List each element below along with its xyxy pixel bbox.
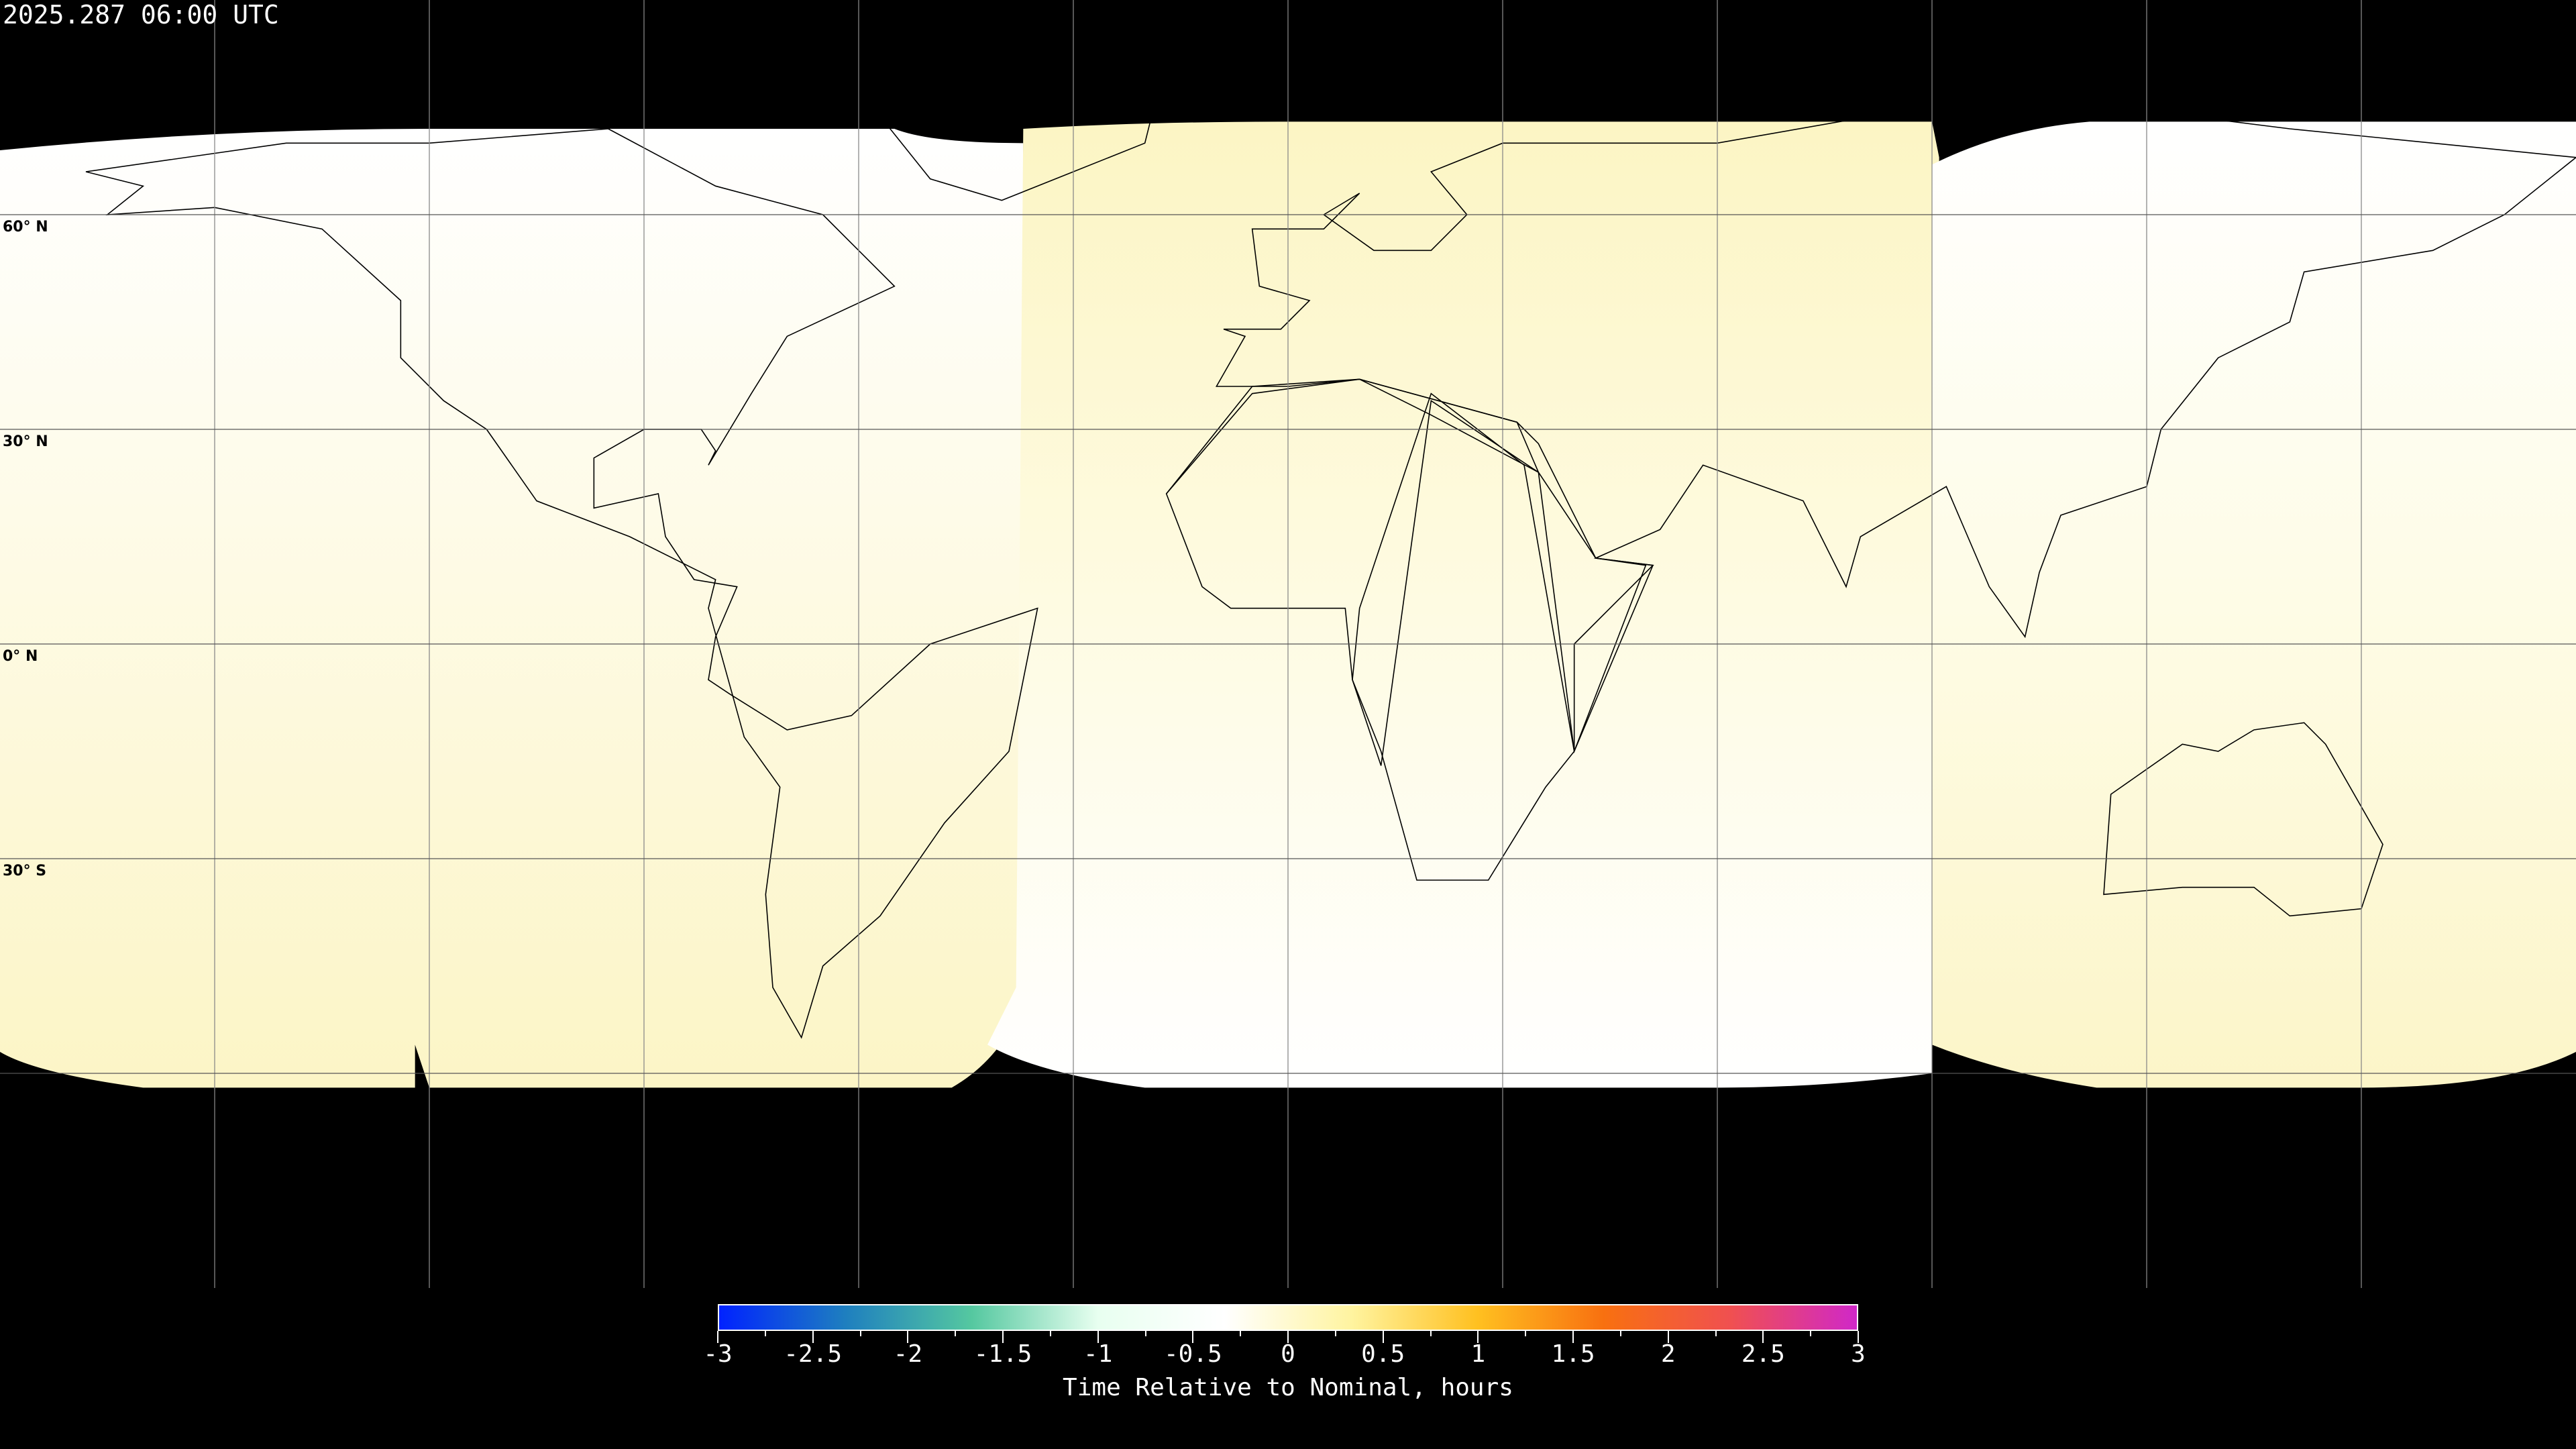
tick-label: 1 bbox=[1470, 1340, 1486, 1368]
timestamp-title: 2025.287 06:00 UTC bbox=[3, 0, 279, 30]
major-tick bbox=[1382, 1331, 1384, 1343]
major-tick bbox=[1192, 1331, 1194, 1343]
major-tick bbox=[717, 1331, 718, 1343]
lat-label-30s: 30° S bbox=[3, 863, 47, 879]
major-tick bbox=[812, 1331, 814, 1343]
minor-tick bbox=[1525, 1331, 1527, 1336]
minor-tick bbox=[955, 1331, 957, 1336]
major-tick bbox=[1002, 1331, 1004, 1343]
lat-label-60n: 60° N bbox=[3, 219, 48, 235]
colorbar bbox=[718, 1304, 1858, 1331]
major-tick bbox=[1762, 1331, 1764, 1343]
minor-tick bbox=[1810, 1331, 1812, 1336]
tick-label: 3 bbox=[1851, 1340, 1866, 1368]
tick-label: 2 bbox=[1660, 1340, 1676, 1368]
tick-label: -2.5 bbox=[784, 1340, 843, 1368]
major-tick bbox=[1572, 1331, 1574, 1343]
tick-label: 1.5 bbox=[1551, 1340, 1595, 1368]
major-tick bbox=[907, 1331, 909, 1343]
major-tick bbox=[1287, 1331, 1289, 1343]
minor-tick bbox=[1240, 1331, 1242, 1336]
minor-tick bbox=[1144, 1331, 1146, 1336]
lat-label-30n: 30° N bbox=[3, 433, 48, 450]
tick-label: 0 bbox=[1281, 1340, 1295, 1368]
minor-tick bbox=[1619, 1331, 1621, 1336]
tick-label: -1 bbox=[1083, 1340, 1113, 1368]
colorbar-label: Time Relative to Nominal, hours bbox=[1063, 1374, 1513, 1401]
lat-label-60s: 60° S bbox=[3, 1077, 47, 1094]
graticule bbox=[0, 0, 2576, 1288]
major-tick bbox=[1477, 1331, 1479, 1343]
minor-tick bbox=[1334, 1331, 1336, 1336]
tick-label: -0.5 bbox=[1163, 1340, 1222, 1368]
tick-label: -1.5 bbox=[973, 1340, 1032, 1368]
minor-tick bbox=[859, 1331, 861, 1336]
major-tick bbox=[1858, 1331, 1859, 1343]
minor-tick bbox=[1430, 1331, 1432, 1336]
tick-label: 2.5 bbox=[1741, 1340, 1785, 1368]
tick-label: -3 bbox=[703, 1340, 733, 1368]
tick-label: -2 bbox=[893, 1340, 923, 1368]
lat-label-0n: 0° N bbox=[3, 648, 38, 665]
tick-label: 0.5 bbox=[1361, 1340, 1405, 1368]
minor-tick bbox=[1049, 1331, 1051, 1336]
coverage-asia-pacific bbox=[1932, 121, 2576, 1088]
minor-tick bbox=[1715, 1331, 1717, 1336]
minor-tick bbox=[764, 1331, 766, 1336]
coverage-americas bbox=[0, 129, 1024, 1088]
major-tick bbox=[1097, 1331, 1099, 1343]
coverage-europe-africa bbox=[987, 121, 1939, 1088]
world-map bbox=[0, 0, 2576, 1288]
major-tick bbox=[1667, 1331, 1669, 1343]
